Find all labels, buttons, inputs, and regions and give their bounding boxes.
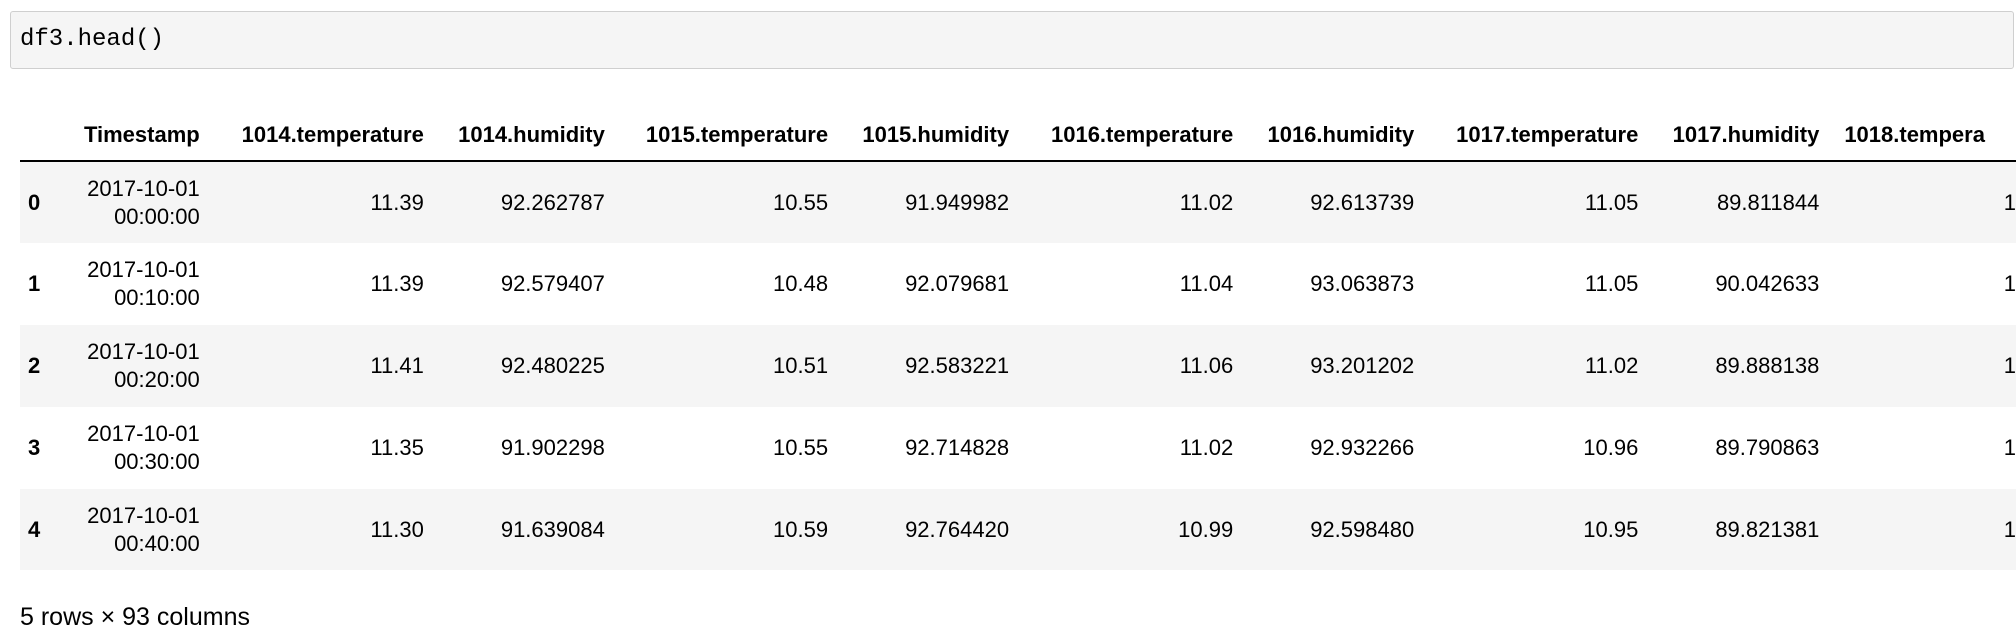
table-cell: 1 <box>2003 517 2016 542</box>
timestamp-time: 00:10:00 <box>114 285 200 310</box>
timestamp-cell: 2017-10-01 00:20:00 <box>59 325 200 407</box>
timestamp-cell: 2017-10-01 00:10:00 <box>59 243 200 325</box>
dataframe-shape-summary: 5 rows × 93 columns <box>20 603 250 631</box>
timestamp-date: 2017-10-01 <box>87 503 200 528</box>
table-cell: 11.41 <box>370 353 424 378</box>
table-cell: 92.262787 <box>500 189 605 215</box>
column-header: 1018.tempera <box>1819 110 2016 162</box>
row-index: 2 <box>28 353 41 378</box>
timestamp-time: 00:00:00 <box>114 203 200 229</box>
table-cell: 11.05 <box>1584 271 1639 296</box>
table-cell: 92.583221 <box>905 353 1010 378</box>
table-cell: 10.96 <box>1583 435 1639 460</box>
index-header <box>20 110 59 162</box>
timestamp-cell: 2017-10-01 00:30:00 <box>59 407 200 489</box>
table-cell: 93.063873 <box>1310 271 1415 296</box>
table-cell: 1 <box>2003 271 2016 296</box>
code-source: df3.head() <box>20 26 165 53</box>
table-cell: 89.811844 <box>1716 189 1820 215</box>
table-cell: 10.59 <box>773 517 829 542</box>
timestamp-time: 00:30:00 <box>114 449 200 474</box>
table-cell: 11.06 <box>1179 353 1234 378</box>
table-cell: 11.39 <box>370 189 424 215</box>
table-cell: 10.51 <box>773 353 829 378</box>
table-cell: 91.949982 <box>905 189 1010 215</box>
table-cell: 92.480225 <box>500 353 605 378</box>
table-cell: 92.764420 <box>905 517 1010 542</box>
table-cell: 11.02 <box>1179 435 1234 460</box>
table-row: 0 2017-10-01 00:00:00 11.39 92.262787 10.… <box>20 161 2016 243</box>
code-cell-input[interactable]: df3.head() <box>10 11 2014 69</box>
timestamp-cell: 2017-10-01 00:40:00 <box>59 489 200 570</box>
table-cell: 1 <box>2003 353 2016 378</box>
row-index: 0 <box>28 189 41 215</box>
column-header: 1015.temperature <box>604 110 829 162</box>
column-header: 1016.temperature <box>1009 110 1234 162</box>
column-header: 1014.temperature <box>199 110 424 162</box>
table-row: 3 2017-10-01 00:30:00 11.35 91.902298 10.… <box>20 407 2016 489</box>
table-header-row: Timestamp 1014.temperature 1014.humidity… <box>20 110 2016 162</box>
column-header: 1014.humidity <box>423 110 605 162</box>
table-cell: 92.714828 <box>905 435 1010 460</box>
table-cell: 10.99 <box>1178 517 1234 542</box>
column-header: 1017.temperature <box>1414 110 1639 162</box>
table-cell: 10.95 <box>1583 517 1639 542</box>
table-cell: 89.790863 <box>1715 435 1820 460</box>
table-cell: 11.02 <box>1584 353 1639 378</box>
row-index: 3 <box>28 435 41 460</box>
table-cell: 11.30 <box>370 517 424 542</box>
table-row: 4 2017-10-01 00:40:00 11.30 91.639084 10.… <box>20 489 2016 570</box>
table-row: 2 2017-10-01 00:20:00 11.41 92.480225 10.… <box>20 325 2016 407</box>
row-index: 4 <box>28 517 41 542</box>
table-cell: 10.48 <box>773 271 829 296</box>
column-header: 1015.humidity <box>828 110 1010 162</box>
timestamp-date: 2017-10-01 <box>87 257 200 282</box>
table-cell: 92.932266 <box>1310 435 1415 460</box>
column-header: 1016.humidity <box>1233 110 1415 162</box>
table-cell: 91.639084 <box>500 517 605 542</box>
table-cell: 92.579407 <box>500 271 605 296</box>
table-cell: 11.05 <box>1584 189 1639 215</box>
table-cell: 11.04 <box>1179 271 1234 296</box>
table-cell: 89.888138 <box>1715 353 1820 378</box>
output-area: Timestamp 1014.temperature 1014.humidity… <box>20 110 2016 570</box>
table-cell: 90.042633 <box>1715 271 1820 296</box>
table-cell: 91.902298 <box>500 435 605 460</box>
timestamp-date: 2017-10-01 <box>87 421 200 446</box>
table-cell: 10.55 <box>773 435 829 460</box>
timestamp-cell: 2017-10-01 00:00:00 <box>59 161 200 243</box>
timestamp-date: 2017-10-01 <box>87 339 200 364</box>
timestamp-time: 00:20:00 <box>114 367 200 392</box>
table-cell: 11.02 <box>1179 189 1234 215</box>
table-cell: 1 <box>2003 189 2016 215</box>
column-header: Timestamp <box>58 110 200 162</box>
table-cell: 92.079681 <box>905 271 1010 296</box>
table-cell: 11.39 <box>370 271 424 296</box>
table-cell: 11.35 <box>370 435 424 460</box>
column-header: 1017.humidity <box>1638 110 1820 162</box>
row-index: 1 <box>28 271 41 296</box>
table-cell: 92.598480 <box>1310 517 1415 542</box>
table-cell: 93.201202 <box>1310 353 1415 378</box>
table-cell: 92.613739 <box>1310 189 1415 215</box>
table-cell: 10.55 <box>773 189 829 215</box>
timestamp-time: 00:40:00 <box>114 531 200 556</box>
table-cell: 1 <box>2003 435 2016 460</box>
table-row: 1 2017-10-01 00:10:00 11.39 92.579407 10.… <box>20 243 2016 325</box>
table-cell: 89.821381 <box>1715 517 1820 542</box>
timestamp-date: 2017-10-01 <box>87 175 200 201</box>
dataframe-table: Timestamp 1014.temperature 1014.humidity… <box>20 110 2016 570</box>
